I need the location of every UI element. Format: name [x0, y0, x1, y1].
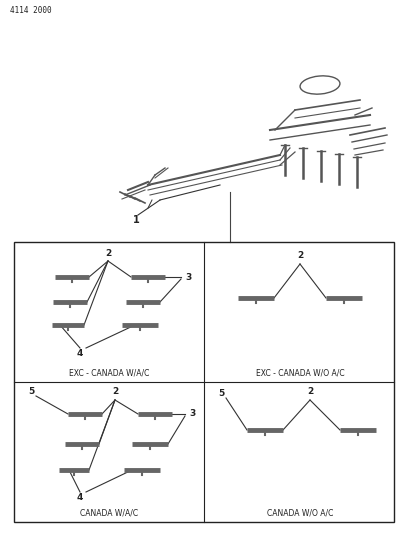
Text: 5: 5 — [28, 387, 34, 397]
Text: 2: 2 — [307, 387, 313, 397]
Text: 3: 3 — [189, 409, 195, 418]
Text: 2: 2 — [297, 252, 303, 261]
Text: 4: 4 — [77, 492, 83, 502]
Text: 4114 2000: 4114 2000 — [10, 6, 52, 15]
Text: CANADA W/A/C: CANADA W/A/C — [80, 508, 138, 518]
Text: EXC - CANADA W/A/C: EXC - CANADA W/A/C — [69, 368, 149, 377]
Text: 4: 4 — [77, 349, 83, 358]
Text: 2: 2 — [112, 387, 118, 397]
Text: 1: 1 — [133, 215, 140, 225]
Text: 2: 2 — [105, 248, 111, 257]
Text: CANADA W/O A/C: CANADA W/O A/C — [267, 508, 333, 518]
Text: 5: 5 — [218, 390, 224, 399]
Text: EXC - CANADA W/O A/C: EXC - CANADA W/O A/C — [256, 368, 344, 377]
Bar — [14, 242, 394, 522]
Text: 3: 3 — [185, 272, 191, 281]
